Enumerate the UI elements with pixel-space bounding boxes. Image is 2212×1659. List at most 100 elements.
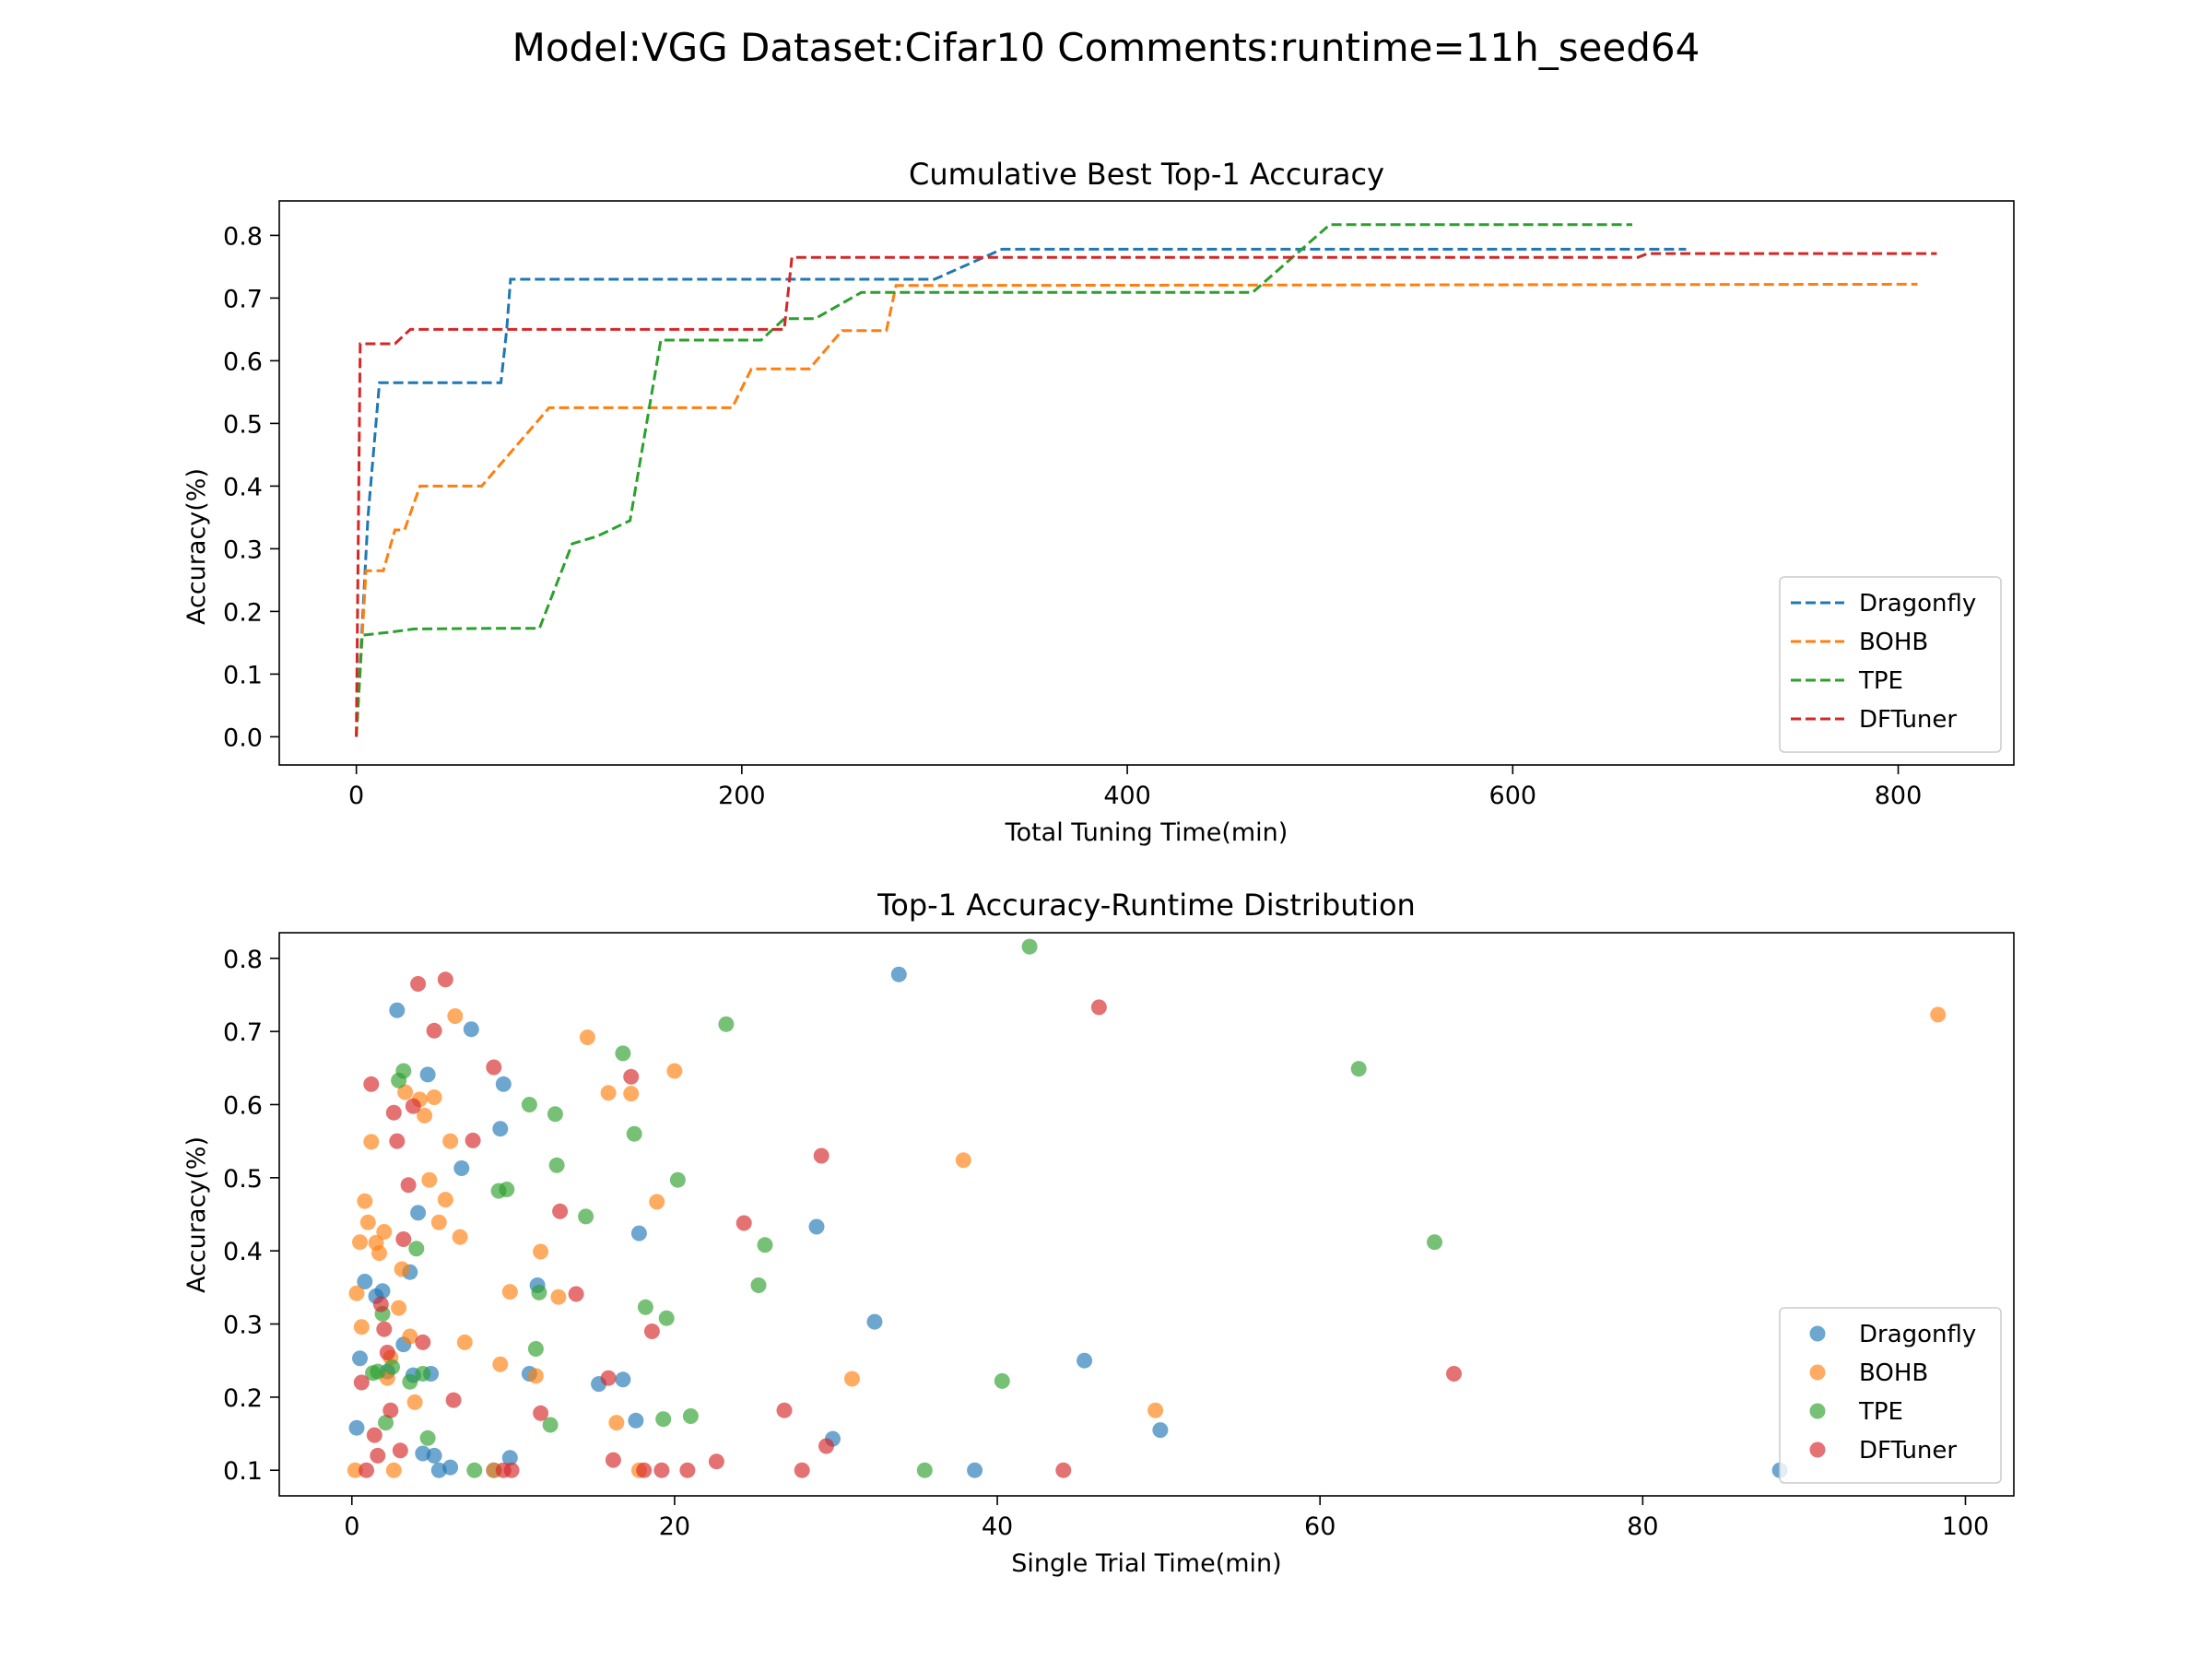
legend-label: DFTuner [1859,706,1957,734]
data-point-dftuner [605,1452,621,1468]
data-point-dragonfly [453,1160,470,1176]
data-point-dragonfly [374,1283,391,1300]
data-point-bohb [649,1194,665,1210]
data-point-dragonfly [615,1371,631,1388]
chart-title: Top-1 Accuracy-Runtime Distribution [877,888,1416,923]
data-point-bohb [492,1356,509,1372]
data-point-dftuner [426,1022,442,1039]
data-point-bohb [417,1107,433,1124]
data-point-dftuner [366,1427,382,1443]
x-tick-label: 0 [344,1512,359,1541]
data-point-dragonfly [890,966,907,982]
data-point-bohb [1930,1006,1947,1023]
data-point-tpe [527,1341,544,1357]
legend-label: BOHB [1859,629,1928,656]
data-point-tpe [370,1363,386,1380]
y-axis-label: Accuracy(%) [182,468,211,625]
figure-suptitle: Model:VGG Dataset:Cifar10 Comments:runti… [512,25,1700,70]
x-tick-label: 60 [1304,1512,1335,1541]
x-tick-label: 600 [1489,782,1537,810]
data-point-dftuner [552,1203,569,1219]
data-point-dftuner [376,1321,393,1337]
x-tick-label: 200 [718,782,766,810]
data-point-dragonfly [628,1412,644,1429]
data-point-tpe [1427,1234,1442,1251]
y-tick-label: 0.8 [223,946,263,974]
data-point-dftuner [818,1438,834,1454]
data-point-dftuner [643,1324,660,1339]
data-point-tpe [408,1241,425,1257]
data-point-bohb [426,1089,442,1105]
data-point-bohb [363,1134,380,1150]
x-tick-label: 40 [982,1512,1013,1541]
legend-box [1779,1307,2002,1484]
data-point-tpe [658,1310,675,1326]
data-point-dragonfly [866,1313,883,1330]
y-tick-label: 0.2 [223,598,263,627]
data-point-bohb [421,1171,438,1188]
data-point-dftuner [568,1286,584,1302]
data-point-tpe [669,1171,686,1188]
y-tick-label: 0.1 [223,661,263,689]
y-tick-label: 0.7 [223,1018,263,1047]
x-axis-label: Total Tuning Time(min) [1005,818,1288,847]
data-point-tpe [718,1016,735,1032]
data-point-dftuner [486,1059,502,1076]
data-point-tpe [384,1359,400,1375]
data-point-bohb [579,1030,595,1045]
y-tick-label: 0.1 [223,1457,263,1486]
data-point-dftuner [503,1462,520,1478]
data-point-bohb [442,1133,459,1149]
data-point-bohb [371,1245,387,1262]
data-point-dftuner [708,1453,724,1470]
y-tick-label: 0.6 [223,1091,263,1120]
x-tick-label: 800 [1875,782,1923,810]
y-tick-label: 0.3 [223,1312,263,1340]
data-point-bohb [376,1224,393,1240]
data-point-dftuner [1446,1366,1462,1382]
data-point-tpe [547,1106,563,1123]
data-point-tpe [542,1417,559,1433]
y-tick-label: 0.5 [223,1165,263,1194]
x-tick-label: 100 [1942,1512,1990,1541]
data-point-bohb [600,1085,617,1101]
legend: Dragonfly BOHB TPE DFTuner [1779,576,2002,753]
data-point-dftuner [372,1296,389,1312]
data-point-tpe [655,1411,672,1428]
data-point-bohb [437,1192,453,1208]
data-point-bohb [666,1063,683,1079]
data-point-dragonfly [492,1121,509,1137]
data-point-dftuner [813,1147,830,1164]
data-point-tpe [531,1284,547,1300]
data-point-bohb [347,1462,363,1478]
data-point-bohb [397,1084,414,1100]
x-tick-label: 400 [1103,782,1151,810]
data-point-dftuner [445,1392,462,1408]
data-point-tpe [419,1430,436,1446]
data-point-tpe [415,1366,431,1382]
data-point-tpe [757,1237,773,1253]
y-tick-label: 0.4 [223,1238,263,1266]
data-point-dragonfly [357,1274,373,1289]
y-tick-label: 0.5 [223,410,263,439]
data-point-bohb [533,1243,549,1260]
data-point-tpe [994,1372,1010,1389]
y-tick-label: 0.7 [223,285,263,313]
data-point-dragonfly [808,1218,825,1235]
data-point-dftuner [465,1132,481,1148]
data-point-bohb [353,1319,370,1335]
data-point-dftuner [600,1370,617,1386]
data-point-dftuner [735,1215,752,1231]
data-point-dftuner [363,1076,380,1092]
data-point-dftuner [653,1462,670,1478]
data-point-tpe [916,1462,933,1478]
data-point-dragonfly [426,1447,442,1464]
legend-box [1779,576,2002,753]
data-point-bohb [623,1086,640,1102]
data-point-dragonfly [1077,1352,1093,1369]
data-point-dftuner [415,1334,431,1350]
data-point-bohb [357,1193,373,1209]
data-point-bohb [348,1285,365,1301]
data-point-bohb [955,1152,971,1169]
